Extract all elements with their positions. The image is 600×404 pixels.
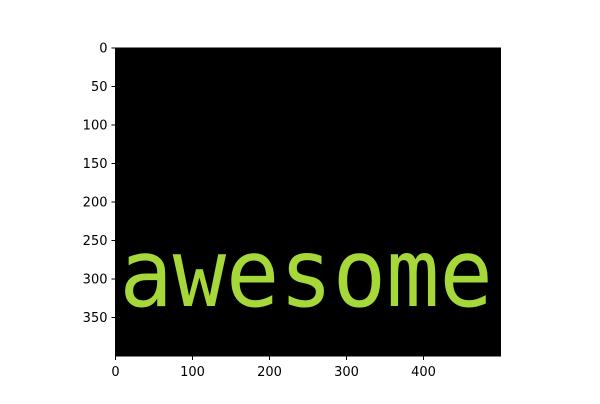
y-tick-label: 350 xyxy=(83,311,108,326)
y-tick-label: 250 xyxy=(83,234,108,249)
y-tick-label: 300 xyxy=(83,273,108,288)
axes: awesome xyxy=(115,47,501,357)
y-tick-label: 200 xyxy=(83,196,108,211)
x-tick-label: 200 xyxy=(257,365,282,380)
x-tick-label: 100 xyxy=(180,365,205,380)
x-tick-label: 0 xyxy=(111,365,119,380)
y-tick-label: 50 xyxy=(91,80,108,95)
x-tick-label: 400 xyxy=(411,365,436,380)
image-text-awesome: awesome xyxy=(119,219,493,329)
y-axis: 0 50 100 150 200 250 300 350 xyxy=(83,42,116,326)
y-tick-label: 0 xyxy=(99,42,107,57)
x-axis: 0 100 200 300 400 xyxy=(111,356,436,380)
x-tick-label: 300 xyxy=(334,365,359,380)
image-background xyxy=(115,48,501,356)
y-tick-label: 150 xyxy=(83,157,108,172)
y-tick-label: 100 xyxy=(83,119,108,134)
